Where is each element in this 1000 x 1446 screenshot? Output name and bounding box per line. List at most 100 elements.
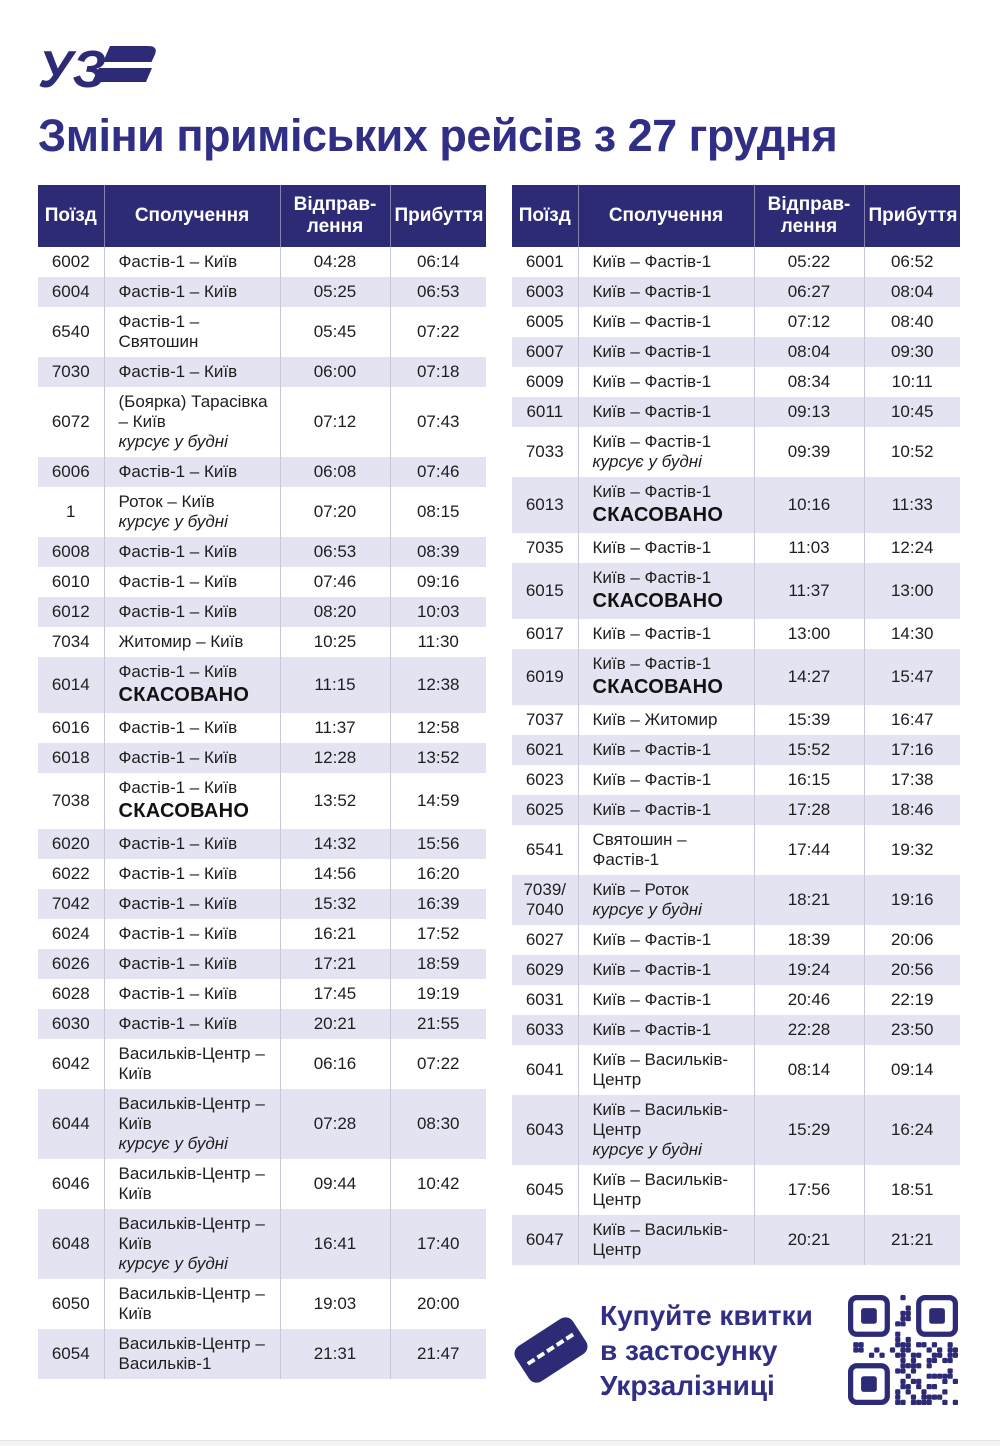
arrival-time: 23:50 bbox=[890, 1020, 934, 1039]
column-header: Відправ-лення bbox=[280, 185, 391, 247]
train-number: 6029 bbox=[512, 955, 579, 985]
departure-time: 16:41 bbox=[280, 1209, 391, 1279]
route-text: Київ – Фастів-1 bbox=[592, 432, 712, 451]
departure-time: 10:16 bbox=[754, 477, 865, 533]
arrival-time: 21:47 bbox=[416, 1344, 460, 1363]
timetable-left-head: Поїзд Сполучення Відправ-лення Прибуття bbox=[38, 185, 486, 247]
table-row: 6002 Фастів-1 – Київ 04:28 06:14 bbox=[38, 247, 486, 277]
arrival-time: 18:59 bbox=[416, 954, 460, 973]
weekdays-note: курсує у будні bbox=[592, 1140, 702, 1159]
table-row: 6027 Київ – Фастів-1 18:39 20:06 bbox=[512, 925, 960, 955]
route-text: Фастів-1 – Київ bbox=[118, 834, 238, 853]
train-number: 6004 bbox=[38, 277, 105, 307]
table-row: 6031 Київ – Фастів-1 20:46 22:19 bbox=[512, 985, 960, 1015]
route-text: Фастів-1 – Київ bbox=[118, 924, 238, 943]
route-cell: Фастів-1 – Київ bbox=[104, 859, 281, 889]
departure-time: 20:46 bbox=[754, 985, 865, 1015]
route-text: Фастів-1 – Київ bbox=[118, 602, 238, 621]
route-text: Фастів-1 – Київ bbox=[118, 662, 238, 681]
arrival-time: 15:56 bbox=[416, 834, 460, 853]
arrival-time: 07:43 bbox=[416, 412, 460, 431]
arrival-time: 12:24 bbox=[890, 538, 934, 557]
route-cell: Київ – Васильків-Центр bbox=[578, 1165, 755, 1215]
route-cell: Київ – Васильків-Центр bbox=[578, 1045, 755, 1095]
train-number: 6540 bbox=[38, 307, 105, 357]
route-text: Фастів-1 – Святошин bbox=[118, 312, 200, 351]
train-number: 7034 bbox=[38, 627, 105, 657]
departure-time: 22:28 bbox=[754, 1015, 865, 1045]
arrival-time: 10:52 bbox=[890, 442, 934, 461]
route-cell: Фастів-1 – Святошин bbox=[104, 307, 281, 357]
table-row: 6033 Київ – Фастів-1 22:28 23:50 bbox=[512, 1015, 960, 1045]
train-number: 6022 bbox=[38, 859, 105, 889]
train-number: 6016 bbox=[38, 713, 105, 743]
arrival-time: 16:20 bbox=[416, 864, 460, 883]
train-number: 6027 bbox=[512, 925, 579, 955]
route-cell: Київ – Фастів-1 bbox=[578, 367, 755, 397]
train-number: 6044 bbox=[38, 1089, 105, 1159]
departure-time: 14:32 bbox=[280, 829, 391, 859]
arrival-time: 08:04 bbox=[890, 282, 934, 301]
promo-text: Купуйте квитки в застосунку Укрзалізниці bbox=[600, 1299, 813, 1401]
uz-logo-stripe-top bbox=[103, 46, 156, 62]
route-cell: Фастів-1 – Київ bbox=[104, 743, 281, 773]
route-cell: Фастів-1 – Київ СКАСОВАНО bbox=[104, 657, 281, 713]
departure-time: 19:03 bbox=[280, 1279, 391, 1329]
train-number: 6023 bbox=[512, 765, 579, 795]
route-text: Фастів-1 – Київ bbox=[118, 1014, 238, 1033]
route-text: Київ – Фастів-1 bbox=[592, 252, 712, 271]
arrival-time: 11:30 bbox=[417, 632, 459, 651]
train-number: 6028 bbox=[38, 979, 105, 1009]
cancelled-label: СКАСОВАНО bbox=[118, 800, 250, 822]
route-cell: Київ – Васильків-Центр bbox=[578, 1215, 755, 1265]
route-text: (Боярка) Тарасівка – Київ bbox=[118, 392, 268, 431]
departure-time: 16:21 bbox=[280, 919, 391, 949]
route-text: Фастів-1 – Київ bbox=[118, 718, 238, 737]
arrival-time: 18:46 bbox=[890, 800, 934, 819]
route-cell: Фастів-1 – Київ bbox=[104, 457, 281, 487]
arrival-time: 08:30 bbox=[416, 1114, 460, 1133]
departure-time: 06:16 bbox=[280, 1039, 391, 1089]
weekdays-note: курсує у будні bbox=[118, 1134, 228, 1153]
departure-time: 05:22 bbox=[754, 247, 865, 277]
route-text: Васильків-Центр – Київ bbox=[118, 1284, 265, 1323]
arrival-time: 21:55 bbox=[416, 1014, 460, 1033]
page-title: Зміни приміських рейсів з 27 грудня bbox=[38, 110, 838, 161]
ticket-icon bbox=[511, 1313, 591, 1387]
timetable-right: Поїзд Сполучення Відправ-лення Прибуття 600… bbox=[512, 185, 960, 1265]
train-number: 7033 bbox=[512, 427, 579, 477]
arrival-time: 13:52 bbox=[416, 748, 460, 767]
departure-time: 13:52 bbox=[280, 773, 391, 829]
route-cell: Київ – Фастів-1 bbox=[578, 735, 755, 765]
route-text: Київ – Васильків-Центр bbox=[592, 1220, 729, 1259]
departure-time: 20:21 bbox=[280, 1009, 391, 1039]
table-row: 6026 Фастів-1 – Київ 17:21 18:59 bbox=[38, 949, 486, 979]
departure-time: 18:21 bbox=[754, 875, 865, 925]
arrival-time: 07:22 bbox=[416, 322, 460, 341]
arrival-time: 10:42 bbox=[416, 1174, 460, 1193]
departure-time: 17:28 bbox=[754, 795, 865, 825]
train-number: 6033 bbox=[512, 1015, 579, 1045]
departure-time: 16:15 bbox=[754, 765, 865, 795]
train-number: 6010 bbox=[38, 567, 105, 597]
train-number: 6054 bbox=[38, 1329, 105, 1379]
route-text: Васильків-Центр – Київ bbox=[118, 1044, 265, 1083]
departure-time: 15:39 bbox=[754, 705, 865, 735]
train-number: 7039/​7040 bbox=[512, 875, 579, 925]
train-number: 6041 bbox=[512, 1045, 579, 1095]
route-cell: Фастів-1 – Київ bbox=[104, 537, 281, 567]
column-header: Поїзд bbox=[512, 185, 579, 247]
departure-time: 15:29 bbox=[754, 1095, 865, 1165]
route-text: Київ – Фастів-1 bbox=[592, 800, 712, 819]
table-row: 6041 Київ – Васильків-Центр 08:14 09:14 bbox=[512, 1045, 960, 1095]
route-cell: Київ – Фастів-1 СКАСОВАНО bbox=[578, 649, 755, 705]
departure-time: 12:28 bbox=[280, 743, 391, 773]
route-cell: Васильків-Центр – Київ bbox=[104, 1279, 281, 1329]
train-number: 6008 bbox=[38, 537, 105, 567]
train-number: 6003 bbox=[512, 277, 579, 307]
route-text: Фастів-1 – Київ bbox=[118, 748, 238, 767]
table-row: 6030 Фастів-1 – Київ 20:21 21:55 bbox=[38, 1009, 486, 1039]
route-text: Васильків-Центр – Київ bbox=[118, 1094, 265, 1133]
route-text: Київ – Фастів-1 bbox=[592, 372, 712, 391]
departure-time: 13:00 bbox=[754, 619, 865, 649]
